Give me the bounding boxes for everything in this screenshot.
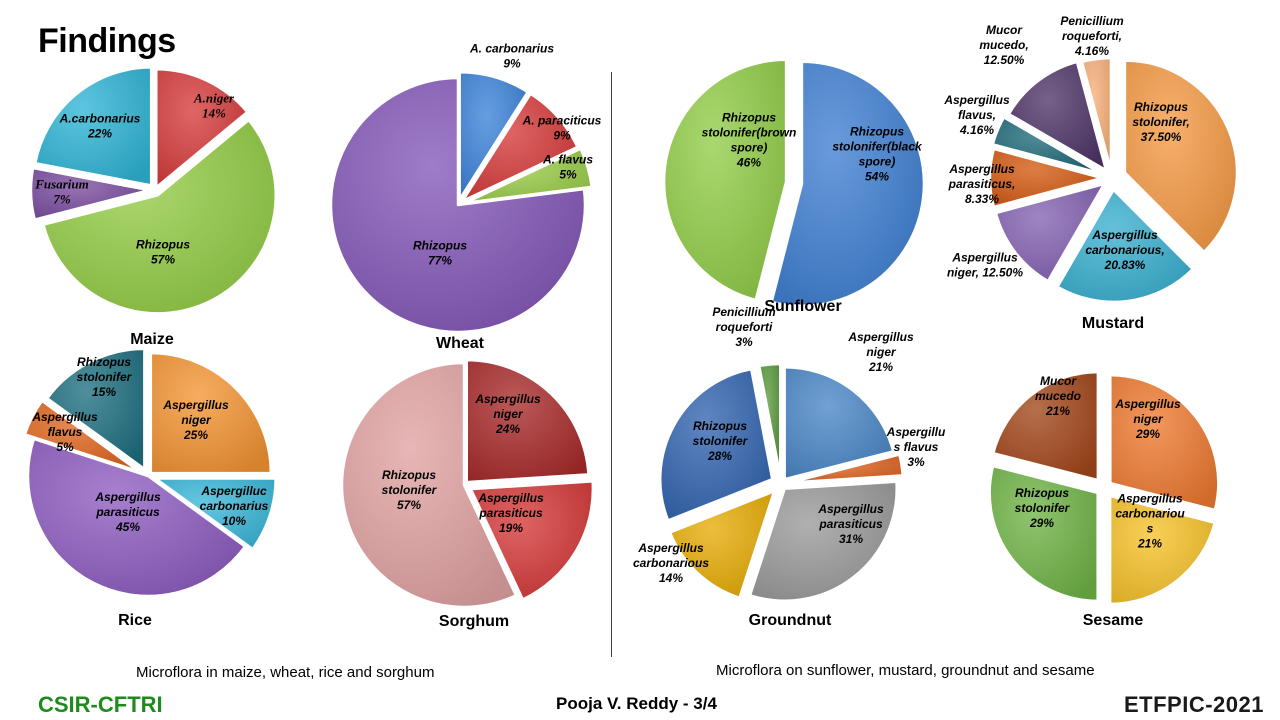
pie-slice-sunflower-rhizopus-54	[770, 60, 926, 307]
slice-label-rice-2: Aspergillus parasiticus 45%	[94, 490, 161, 534]
pie-slice-wheat-a-paraciticus-9	[461, 92, 579, 203]
pie-mustard: Rhizopus stolonifer, 37.50% Aspergillus carb…	[943, 14, 1239, 332]
slice-label-sorghum-2: Rhizopus stolonifer 57%	[382, 468, 438, 512]
slice-label-rice-3: Aspergillus flavus 5%	[31, 410, 98, 454]
caption-cereals: Microflora in maize, wheat, rice and sor…	[136, 664, 435, 681]
slice-label-mustard-6: Penicillium roqueforti, 4.16%	[1060, 14, 1124, 58]
slice-label-rice-1: Aspergilluc carbonarius 10%	[200, 484, 269, 528]
slice-label-wheat-1: A. paraciticus 9%	[522, 114, 602, 143]
footer-conference: ETFPIC-2021	[1124, 692, 1264, 717]
slice-label-maize-3: A.carbonarius 22%	[59, 112, 141, 141]
pie-slice-wheat-a-flavus-5	[464, 147, 593, 205]
slice-label-wheat-3: Rhizopus 77%	[413, 239, 467, 268]
crop-name-wheat: Wheat	[436, 335, 485, 352]
slice-label-sorghum-0: Aspergillus niger 24%	[474, 392, 541, 436]
pie-slice-mustard-aspergillus-8-33	[988, 147, 1104, 209]
pie-slice-sorghum-rhizopus-57	[340, 361, 518, 609]
slice-label-mustard-2: Aspergillus niger, 12.50%	[947, 251, 1023, 280]
pie-slice-maize-a-niger-14	[155, 68, 249, 189]
slice-label-groundnut-4: Rhizopus stolonifer 28%	[693, 419, 749, 463]
slice-label-mustard-3: Aspergillus parasiticus, 8.33%	[948, 162, 1016, 206]
pie-slice-mustard-aspergillus-niger-12-50	[994, 182, 1106, 283]
crop-name-mustard: Mustard	[1082, 315, 1144, 332]
pie-slice-mustard-rhizopus-37-50	[1123, 59, 1239, 254]
crop-name-rice: Rice	[118, 612, 152, 629]
slice-label-rice-4: Rhizopus stolonifer 15%	[77, 355, 133, 399]
pie-rice: Aspergillus niger 25% Aspergilluc carbonariu…	[23, 347, 277, 629]
slice-label-maize-2: Fusarium 7%	[34, 177, 88, 207]
pie-slice-sorghum-aspergillus-19	[469, 480, 595, 601]
slice-label-groundnut-3: Aspergillus carbonarious 14%	[633, 541, 709, 585]
slice-label-groundnut-2: Aspergillus parasiticus 31%	[817, 502, 884, 546]
pie-slice-wheat-rhizopus-77	[329, 76, 587, 334]
slice-label-sesame-0: Aspergillus niger 29%	[1114, 397, 1181, 441]
slice-label-mustard-4: Aspergillus flavus, 4.16%	[943, 93, 1010, 137]
slice-label-rice-0: Aspergillus niger 25%	[162, 398, 229, 442]
pie-slice-mustard-penicillium-4-16	[1080, 56, 1113, 172]
pie-slice-rice-rhizopus-15	[46, 347, 146, 471]
slice-label-wheat-2: A. flavus 5%	[542, 153, 593, 182]
crop-name-sesame: Sesame	[1083, 612, 1144, 629]
pie-slice-groundnut-aspergillus-21	[783, 366, 895, 481]
pie-slice-wheat-a-carbonarius-9	[458, 70, 529, 201]
pie-slice-rice-aspergilluc-10	[154, 477, 277, 551]
pie-slice-maize-fusarium-7	[29, 166, 151, 221]
slice-label-maize-0: A.niger 14%	[193, 91, 235, 121]
pie-slice-mustard-aspergillus-4-16	[991, 116, 1103, 175]
pie-slice-sesame-aspergillus-29	[1109, 373, 1220, 512]
pie-slice-sesame-aspergillus-21	[1108, 494, 1216, 606]
slice-label-sesame-2: Rhizopus stolonifer 29%	[1015, 486, 1071, 530]
pie-slice-rice-aspergillus-45	[26, 437, 247, 598]
pie-slice-mustard-mucor-12-50	[1007, 60, 1108, 172]
center-divider	[611, 72, 612, 657]
slice-label-sesame-1: Aspergillus carbonariou s 21%	[1115, 492, 1185, 551]
slice-label-groundnut-0: Aspergillus niger 21%	[847, 330, 914, 374]
slice-label-sunflower-0: Rhizopus stolonifer(black spore) 54%	[832, 125, 923, 184]
pie-sunflower: Rhizopus stolonifer(black spore) 54% Rhizopu…	[662, 58, 926, 315]
slice-label-mustard-5: Mucor mucedo, 12.50%	[979, 23, 1028, 67]
caption-oilseeds: Microflora on sunflower, mustard, ground…	[716, 662, 1095, 679]
pie-slice-sorghum-aspergillus-24	[465, 358, 590, 484]
slice-label-wheat-0: A. carbonarius 9%	[469, 42, 554, 71]
crop-name-maize: Maize	[130, 331, 174, 348]
slice-label-maize-1: Rhizopus 57%	[136, 238, 190, 267]
pie-slice-groundnut-aspergillus-14	[668, 490, 776, 600]
pie-slice-sesame-mucor-21	[992, 370, 1100, 482]
footer-presenter: Pooja V. Reddy - 3/4	[556, 694, 717, 713]
pie-slice-mustard-aspergillus-20-83	[1056, 188, 1194, 304]
slice-label-sorghum-1: Aspergillus parasiticus 19%	[477, 491, 544, 535]
pie-slice-sunflower-rhizopus-46	[662, 58, 788, 302]
pie-slice-maize-rhizopus-57	[42, 118, 277, 315]
pie-slice-groundnut-aspergillu-3	[789, 453, 904, 484]
pie-slice-rice-aspergillus-5	[23, 399, 141, 473]
pie-maize: A.niger 14% Rhizopus 57% Fusarium 7% A.carbona…	[29, 66, 277, 348]
pie-wheat: A. carbonarius 9% A. paraciticus 9% A. flavu…	[329, 42, 602, 352]
pie-groundnut: Aspergillus niger 21%Aspergillu s flavus 3%A…	[633, 305, 946, 629]
slice-label-mustard-0: Rhizopus stolonifer, 37.50%	[1132, 100, 1189, 144]
pie-slice-rice-aspergillus-25	[149, 351, 273, 475]
slide-title: Findings	[38, 22, 176, 60]
footer-organization: CSIR-CFTRI	[38, 692, 163, 717]
pie-sesame: Aspergillus niger 29% Aspergillus carbonario…	[988, 370, 1220, 629]
pie-slice-groundnut-rhizopus-28	[658, 367, 774, 522]
pie-sorghum: Aspergillus niger 24% Aspergillus parasiticu…	[340, 358, 595, 630]
pie-slice-groundnut-aspergillus-31	[748, 480, 898, 602]
slice-label-groundnut-1: Aspergillu s flavus 3%	[886, 425, 946, 469]
slice-label-sesame-3: Mucor mucedo 21%	[1035, 374, 1081, 418]
pie-slice-maize-a-carbonarius-22	[34, 66, 153, 187]
crop-name-sorghum: Sorghum	[439, 613, 509, 630]
pie-slice-groundnut-penicillium-3	[758, 362, 782, 478]
crop-name-groundnut: Groundnut	[749, 612, 832, 629]
slice-label-groundnut-5: Penicillium roqueforti 3%	[712, 305, 776, 349]
crop-name-sunflower: Sunflower	[764, 298, 841, 315]
slice-label-mustard-1: Aspergillus carbonarious, 20.83%	[1085, 228, 1164, 272]
pie-slice-sesame-rhizopus-29	[988, 464, 1099, 603]
slice-label-sunflower-1: Rhizopus stolonifer(brown spore) 46%	[702, 111, 797, 170]
